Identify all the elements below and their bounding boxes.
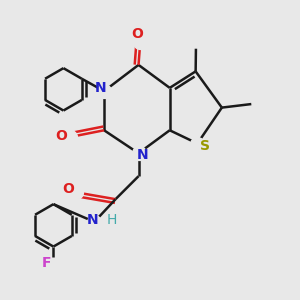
- Text: O: O: [56, 129, 68, 142]
- Text: N: N: [87, 213, 99, 227]
- Text: S: S: [200, 140, 210, 154]
- Text: O: O: [62, 182, 74, 197]
- Text: O: O: [131, 27, 143, 41]
- Text: N: N: [95, 81, 106, 94]
- Text: F: F: [42, 256, 52, 270]
- Text: N: N: [137, 148, 149, 162]
- Text: H: H: [107, 213, 118, 227]
